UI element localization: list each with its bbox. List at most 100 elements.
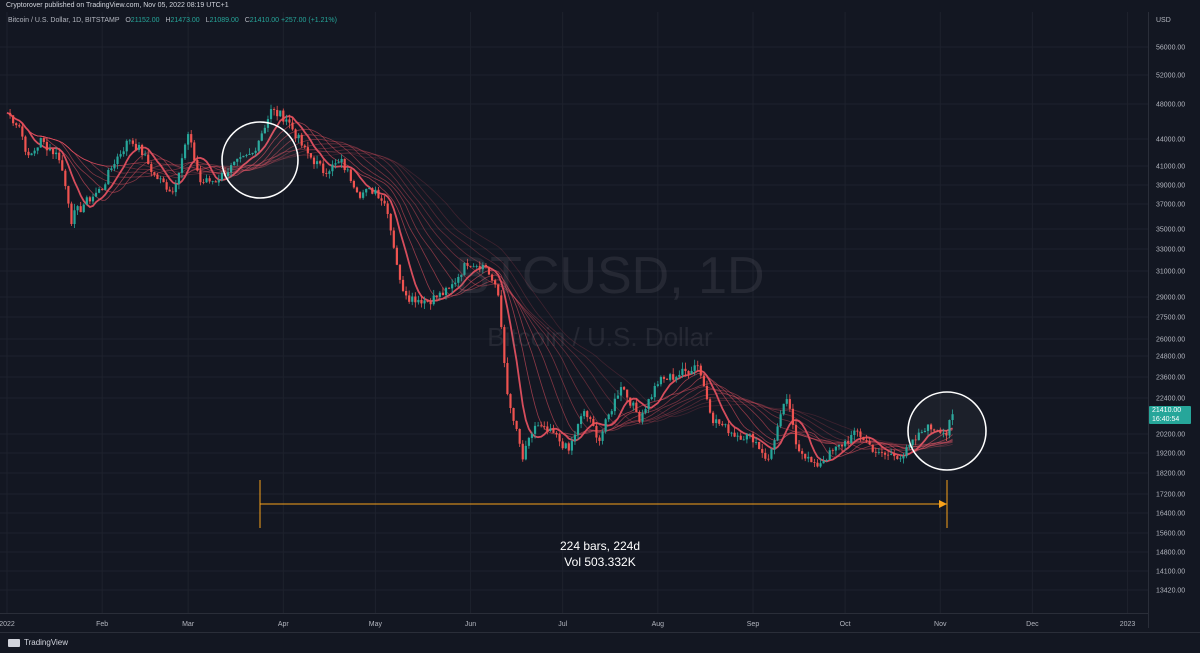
candle-body	[303, 145, 306, 148]
candle-body	[39, 138, 42, 148]
candle-body	[776, 426, 779, 441]
candle-body	[447, 287, 451, 289]
candle-body	[113, 163, 116, 169]
x-tick-label: Jul	[558, 621, 567, 628]
candle-body	[67, 186, 70, 204]
y-tick-label: 27500.00	[1156, 315, 1185, 322]
x-tick-label: Sep	[747, 621, 760, 628]
candle-body	[272, 109, 276, 110]
close-value: 21410.00	[249, 17, 279, 24]
x-tick-label: Oct	[840, 621, 851, 628]
candle-body	[665, 378, 669, 380]
candle-body	[767, 458, 770, 460]
candle-body	[165, 182, 168, 190]
candle-body	[549, 428, 552, 431]
candle-body	[340, 158, 343, 163]
y-tick-label: 17200.00	[1156, 492, 1185, 499]
candle-body	[334, 163, 337, 165]
candle-body	[319, 161, 322, 164]
candle-body	[555, 432, 558, 435]
candle-body	[460, 274, 463, 277]
x-tick-label: 2023	[1120, 621, 1136, 628]
candle-body	[644, 409, 647, 413]
candle-body	[193, 142, 196, 160]
measure-volume: Vol 503.332K	[564, 555, 636, 569]
symbol-legend[interactable]: Bitcoin / U.S. Dollar, 1D, BITSTAMP O211…	[8, 17, 337, 24]
candle-body	[506, 363, 509, 395]
y-tick-label: 35000.00	[1156, 227, 1185, 234]
candle-body	[923, 430, 927, 433]
candle-body	[748, 433, 752, 435]
candle-body	[733, 432, 736, 437]
candle-body	[678, 374, 681, 377]
candle-body	[401, 279, 405, 291]
symbol-name[interactable]: Bitcoin / U.S. Dollar, 1D, BITSTAMP	[8, 17, 120, 24]
candle-body	[761, 448, 764, 453]
tradingview-icon	[8, 638, 20, 647]
candle-body	[343, 158, 346, 171]
candle-body	[675, 376, 678, 380]
candle-body	[337, 162, 340, 164]
date-range-measure[interactable]	[259, 480, 948, 528]
candle-body	[518, 428, 521, 444]
candle-body	[107, 169, 110, 185]
candle-body	[797, 444, 801, 452]
candle-body	[874, 451, 877, 453]
candle-body	[681, 368, 684, 375]
candle-body	[524, 445, 527, 460]
candle-body	[190, 134, 193, 143]
candle-body	[794, 424, 798, 445]
candle-body	[408, 295, 411, 302]
candle-body	[380, 198, 383, 201]
candle-body	[282, 110, 285, 122]
y-tick-label: 23600.00	[1156, 375, 1185, 382]
candle-body	[834, 446, 837, 451]
ma-line-33	[6, 112, 953, 452]
candle-body	[134, 143, 138, 150]
tradingview-logo[interactable]: TradingView	[8, 638, 68, 647]
candle-body	[254, 150, 257, 153]
candle-body	[76, 206, 79, 211]
price-axis-border	[1148, 12, 1149, 628]
candle-body	[487, 267, 491, 275]
candle-body	[880, 451, 884, 453]
candle-body	[770, 449, 773, 459]
candle-body	[656, 384, 659, 386]
candle-body	[690, 370, 693, 374]
candle-body	[466, 263, 469, 266]
candle-body	[183, 144, 187, 159]
y-tick-label: 26000.00	[1156, 337, 1185, 344]
candle-body	[291, 122, 294, 130]
candle-body	[718, 419, 721, 424]
candle-body	[650, 397, 653, 400]
candle-body	[116, 156, 119, 164]
candle-body	[745, 434, 748, 440]
candle-body	[156, 174, 159, 180]
candle-body	[257, 140, 260, 151]
candle-body	[537, 425, 540, 427]
candle-body	[595, 425, 598, 438]
candle-body	[856, 430, 859, 432]
x-tick-label: Aug	[652, 621, 665, 628]
candle-body	[475, 266, 478, 267]
candle-body	[8, 112, 12, 116]
candle-body	[500, 295, 503, 328]
candle-body	[239, 157, 242, 159]
candle-body	[847, 441, 850, 443]
candle-body	[785, 399, 788, 404]
candle-body	[610, 411, 613, 415]
y-tick-label: 16400.00	[1156, 511, 1185, 518]
candle-body	[444, 287, 448, 296]
candle-body	[813, 462, 816, 463]
candle-body	[764, 452, 767, 459]
candles	[8, 104, 954, 468]
candle-body	[236, 158, 239, 162]
candle-body	[791, 408, 795, 425]
candle-body	[98, 188, 101, 193]
candle-body	[294, 129, 297, 139]
candle-body	[530, 433, 534, 438]
candle-body	[441, 292, 445, 296]
candle-body	[199, 170, 202, 183]
candle-body	[101, 188, 104, 190]
